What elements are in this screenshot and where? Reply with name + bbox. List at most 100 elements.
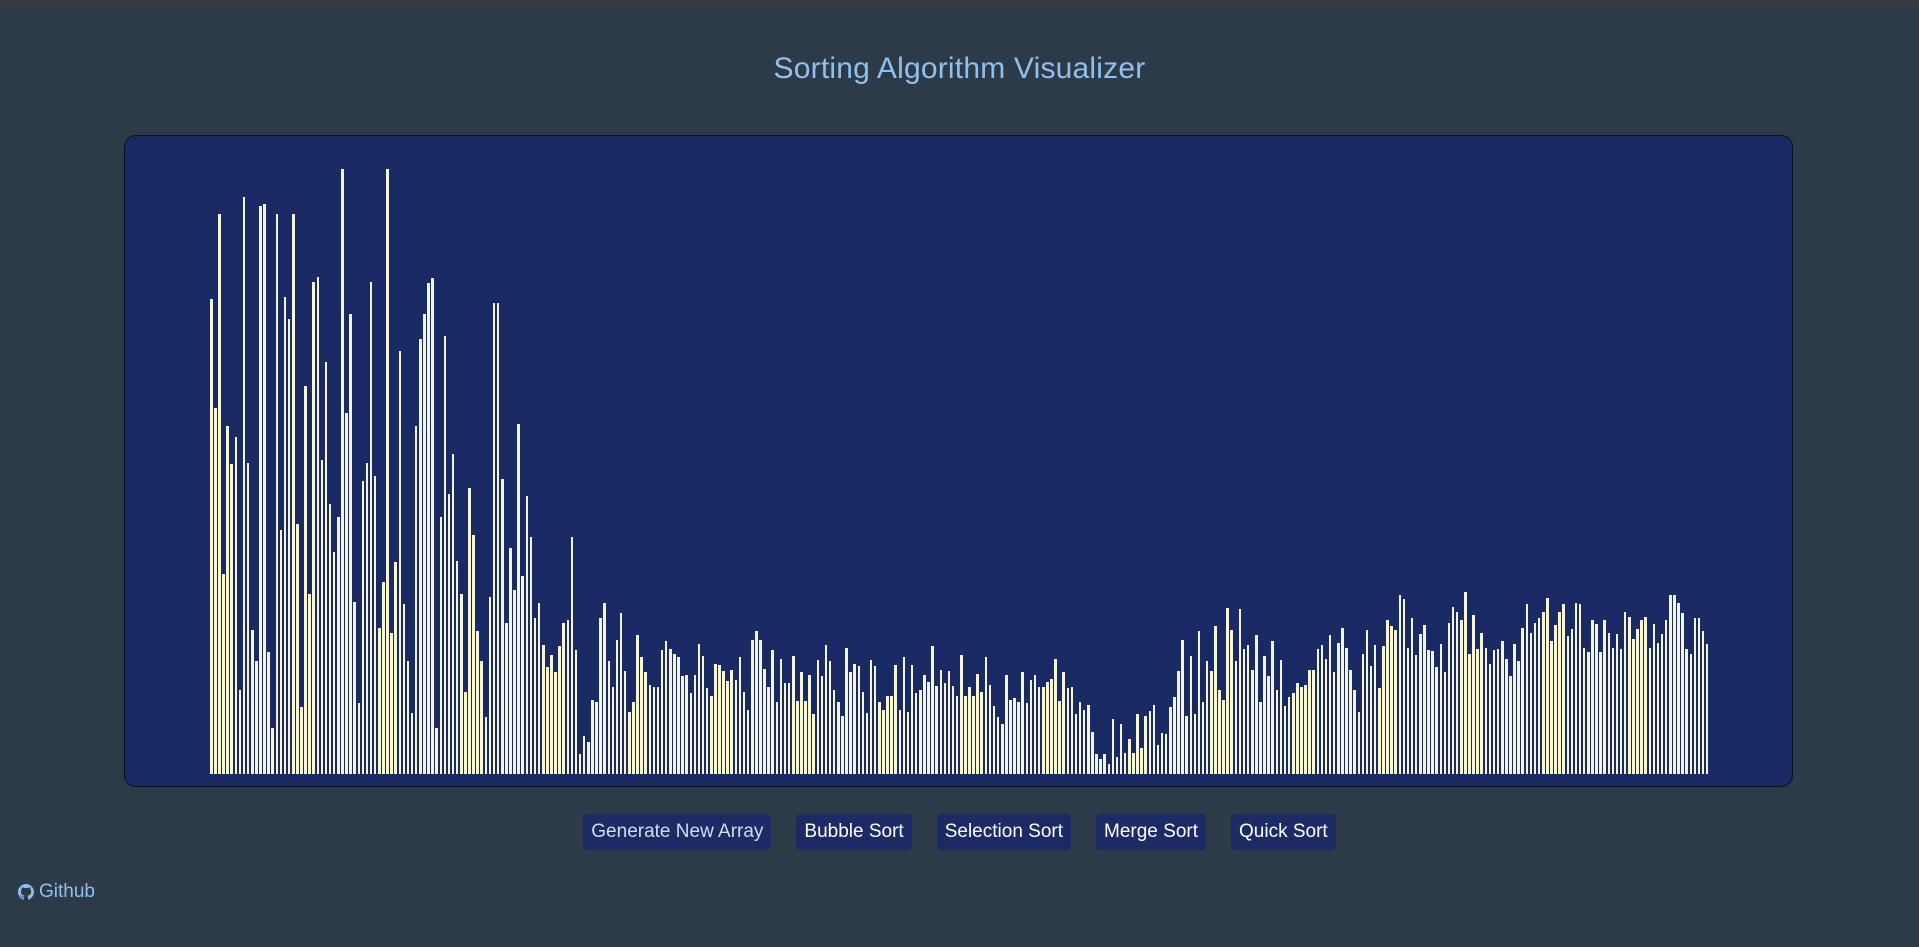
array-bar (849, 672, 852, 774)
array-bar (1390, 626, 1393, 774)
array-bar (1394, 630, 1397, 774)
array-bar (1119, 724, 1123, 774)
github-label: Github (39, 881, 95, 902)
array-bar (246, 463, 250, 774)
array-bar (1500, 641, 1504, 774)
array-bar (390, 633, 393, 774)
array-bar (919, 690, 922, 774)
array-bar (341, 169, 344, 774)
array-bar (1402, 599, 1406, 774)
array-bar (1607, 633, 1611, 774)
array-bar (972, 696, 975, 774)
array-bar (779, 659, 783, 774)
array-bar (853, 664, 856, 774)
array-bar (1156, 745, 1160, 774)
array-bar (1509, 676, 1512, 774)
array-bar (730, 670, 734, 774)
array-bar (869, 660, 873, 774)
array-bar (566, 620, 570, 774)
array-bar (275, 214, 279, 774)
array-bar (1525, 604, 1529, 774)
array-bar (460, 594, 463, 774)
visualizer-panel (124, 135, 1793, 787)
github-link[interactable]: Github (18, 881, 95, 903)
array-bar (710, 696, 713, 774)
array-bar (906, 712, 910, 774)
array-bar (1021, 672, 1024, 774)
merge-sort-button[interactable]: Merge Sort (1096, 814, 1206, 850)
array-bar (599, 618, 602, 774)
array-bar (402, 604, 406, 774)
array-bar (558, 646, 561, 774)
array-bar (742, 692, 746, 774)
array-bar (673, 654, 676, 774)
array-bar (382, 582, 385, 774)
array-bar (1373, 645, 1377, 774)
array-bar (841, 716, 844, 774)
array-bar (595, 702, 598, 774)
quick-sort-button[interactable]: Quick Sort (1231, 814, 1336, 850)
array-bar (623, 671, 627, 774)
array-bar (1472, 615, 1475, 774)
array-bar (337, 517, 340, 774)
array-bar (1169, 707, 1172, 774)
array-bar (902, 657, 906, 774)
array-bar (722, 671, 725, 774)
array-bar (931, 646, 934, 774)
array-bar (820, 676, 824, 774)
array-bar (500, 479, 504, 774)
array-bar (964, 696, 967, 774)
array-bar (1619, 649, 1623, 774)
array-bar (750, 640, 754, 774)
array-bar (1603, 620, 1606, 774)
array-bars (210, 136, 1710, 774)
array-bar (1091, 732, 1094, 774)
array-bar (894, 665, 897, 774)
array-bar (1103, 754, 1106, 774)
array-bar (283, 297, 287, 774)
array-bar (1111, 719, 1115, 774)
array-bar (1460, 620, 1463, 774)
array-bar (1513, 644, 1516, 774)
array-bar (1455, 612, 1459, 774)
array-bar (242, 197, 246, 774)
array-bar (878, 702, 881, 774)
array-bar (1082, 710, 1086, 774)
array-bar (1058, 701, 1061, 774)
array-bar (1164, 734, 1168, 774)
array-bar (1578, 604, 1582, 774)
array-bar (882, 710, 885, 774)
array-bar (1070, 687, 1074, 774)
array-bar (1640, 620, 1643, 774)
array-bar (939, 670, 943, 774)
array-bar (451, 454, 455, 774)
array-bar (1476, 649, 1479, 774)
array-bar (677, 657, 680, 774)
array-bar (669, 649, 672, 774)
array-bar (1074, 714, 1078, 774)
array-bar (1177, 671, 1180, 774)
array-bar (693, 675, 697, 774)
array-bar (587, 742, 590, 774)
array-bar (1644, 617, 1647, 774)
array-bar (537, 603, 541, 774)
array-bar (804, 701, 807, 774)
array-bar (1382, 646, 1385, 774)
array-bar (644, 672, 647, 774)
array-bar (1041, 687, 1045, 774)
array-bar (308, 594, 311, 774)
array-bar (1677, 603, 1680, 774)
array-bar (1496, 649, 1500, 774)
array-bar (664, 641, 668, 774)
bubble-sort-button[interactable]: Bubble Sort (796, 814, 912, 850)
array-bar (1304, 685, 1307, 774)
array-bar (591, 700, 594, 774)
array-bar (353, 602, 356, 774)
selection-sort-button[interactable]: Selection Sort (936, 814, 1072, 850)
array-bar (681, 676, 684, 774)
array-bar (492, 303, 496, 774)
array-bar (1566, 636, 1570, 774)
array-bar (656, 687, 660, 774)
generate-new-array-button[interactable]: Generate New Array (583, 814, 772, 850)
array-bar (873, 666, 877, 774)
